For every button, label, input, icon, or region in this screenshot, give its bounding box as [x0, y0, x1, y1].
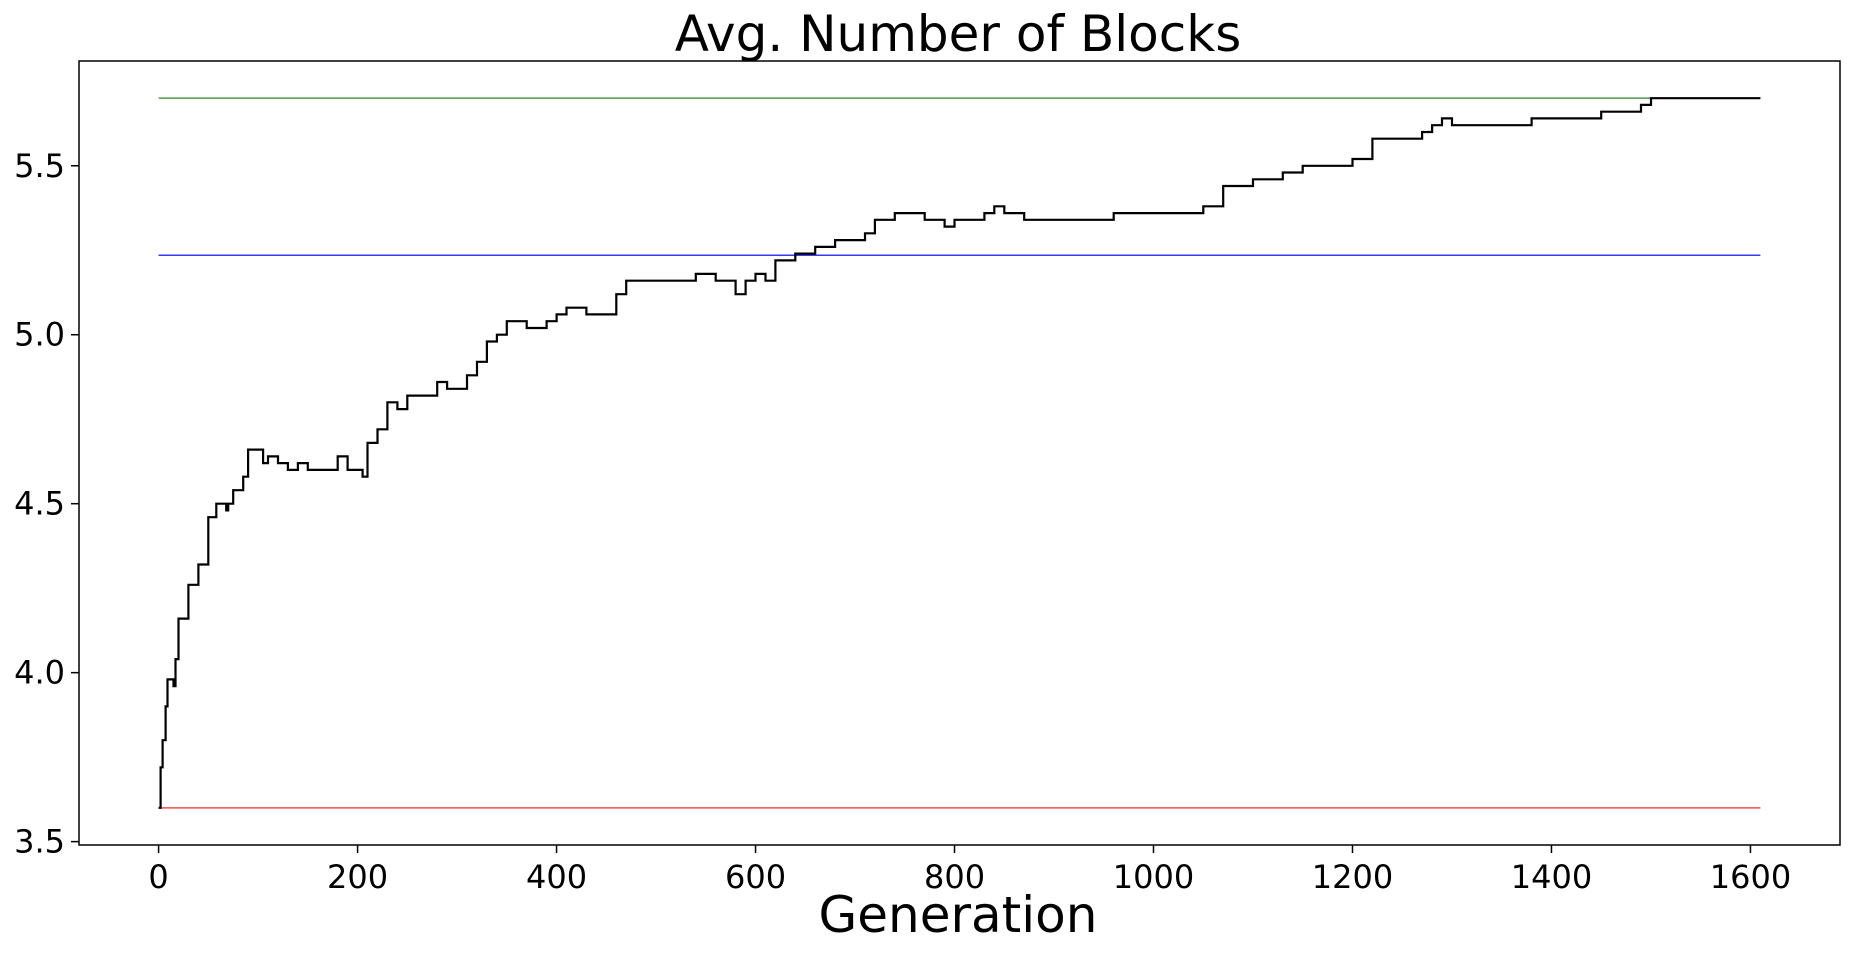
x-tick-label: 1000 [1113, 858, 1194, 896]
x-tick-label: 1600 [1710, 858, 1791, 896]
y-tick-label: 3.5 [14, 823, 65, 861]
x-axis-label: Generation [819, 886, 1098, 944]
y-tick-label: 5.5 [14, 147, 65, 185]
series-line-0 [158, 97, 1761, 809]
x-tick-label: 400 [526, 858, 587, 896]
y-tick-label: 4.0 [14, 654, 65, 692]
x-axis: 0 200 400 600 800 1000 1200 1400 1600 [148, 845, 1791, 896]
x-tick-label: 600 [725, 858, 786, 896]
reference-lines [158, 97, 1761, 809]
y-tick-label: 4.5 [14, 485, 65, 523]
series-layer [158, 97, 1761, 809]
x-tick-label: 1400 [1511, 858, 1592, 896]
x-tick-label: 800 [924, 858, 985, 896]
x-tick-label: 0 [148, 858, 168, 896]
x-tick-label: 1200 [1312, 858, 1393, 896]
y-tick-label: 5.0 [14, 316, 65, 354]
x-tick-label: 200 [327, 858, 388, 896]
chart-title: Avg. Number of Blocks [675, 5, 1242, 63]
y-axis: 3.5 4.0 4.5 5.0 5.5 [14, 147, 79, 861]
plot-area-frame [78, 60, 1841, 846]
